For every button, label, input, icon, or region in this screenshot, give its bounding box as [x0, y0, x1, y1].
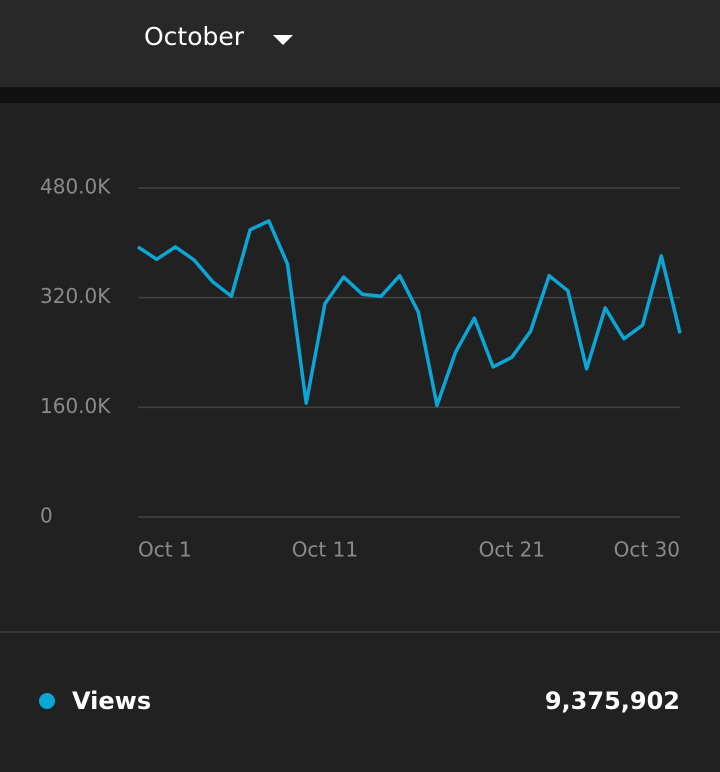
- dropdown-arrow[interactable]: [273, 35, 293, 45]
- x-tick-label: Oct 1: [138, 538, 192, 562]
- header-shadow: [0, 87, 720, 103]
- y-tick-label: 480.0K: [40, 175, 111, 199]
- series-line: [137, 219, 682, 408]
- y-tick-label: 160.0K: [40, 394, 111, 418]
- y-tick-label: 0: [40, 504, 53, 528]
- plot: 0 160.0K 320.0K 480.0K Oct 1 Oct 11 Oct 21 Oct …: [40, 175, 682, 562]
- y-tick-label: 320.0K: [40, 284, 111, 308]
- month-label[interactable]: October: [144, 22, 245, 51]
- header-bar: [0, 0, 720, 87]
- month-dropdown[interactable]: October: [144, 22, 293, 51]
- legend-dot: [39, 693, 55, 709]
- legend-label: Views: [72, 687, 151, 715]
- total-value: 9,375,902: [545, 687, 680, 715]
- x-tick-label: Oct 21: [479, 538, 545, 562]
- x-tick-label: Oct 30: [614, 538, 680, 562]
- x-tick-label: Oct 11: [292, 538, 358, 562]
